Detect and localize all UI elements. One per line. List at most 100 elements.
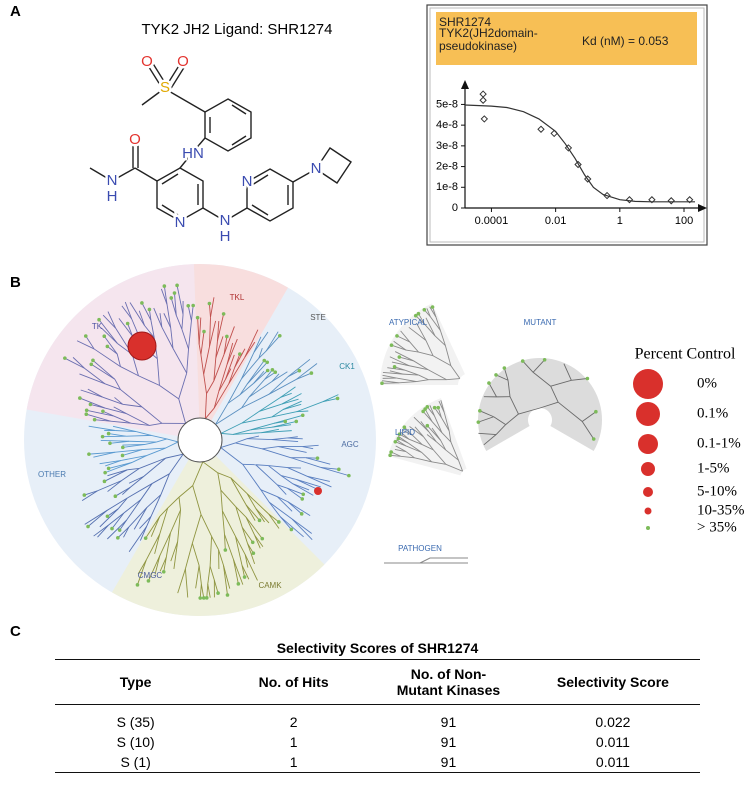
- tree-branch: [422, 411, 433, 422]
- kinase-dot: [186, 303, 191, 308]
- tree-branch: [139, 457, 166, 469]
- tree-branch: [399, 356, 414, 362]
- chart-header: SHR1274 TYK2(JH2domain-pseudokinase) Kd …: [436, 12, 697, 65]
- tree-branch: [100, 327, 118, 344]
- group-label: ATYPICAL: [389, 318, 428, 327]
- kinase-dot: [120, 453, 125, 458]
- tree-branch: [191, 514, 202, 544]
- tree-branch: [141, 302, 152, 321]
- tree-branch: [246, 493, 269, 515]
- tree-branch: [86, 409, 114, 417]
- tree-branch: [181, 328, 189, 350]
- column-header: No. of Hits: [258, 674, 329, 690]
- tree-branch: [414, 426, 424, 437]
- table: Type No. of Hits No. of Non-Mutant Kinases…: [55, 659, 700, 773]
- tree-branch: [434, 335, 446, 346]
- tree-branch: [151, 473, 170, 484]
- kinase-dot: [299, 512, 304, 516]
- tree-branch: [102, 396, 123, 405]
- tree-branch: [244, 554, 249, 568]
- tree-branch: [192, 485, 202, 515]
- tree-branch: [215, 341, 218, 358]
- kinase-dot: [225, 593, 230, 597]
- tree-branch: [245, 516, 263, 539]
- kinase-dot: [335, 396, 340, 401]
- tree-branch: [429, 405, 435, 416]
- kinase-dot: [105, 514, 110, 519]
- tree-branch: [254, 535, 264, 547]
- tree-branch: [220, 447, 244, 465]
- tree-branch: [235, 506, 243, 528]
- tree-branch: [244, 554, 258, 581]
- tree-branch: [248, 381, 273, 398]
- tree-branch: [320, 466, 339, 470]
- tree-branch: [258, 347, 263, 359]
- tree-branch: [450, 441, 459, 461]
- tree-branch: [305, 457, 331, 465]
- tree-branch: [239, 383, 254, 396]
- tree-branch: [395, 445, 407, 452]
- tree-branch: [426, 308, 431, 317]
- tree-branch: [281, 475, 297, 480]
- group-label: TK: [92, 322, 103, 331]
- kinase-dot: [106, 431, 111, 436]
- tree-branch: [209, 536, 213, 567]
- kinase-dot: [265, 360, 270, 365]
- tree-branch: [88, 451, 116, 455]
- tree-branch: [273, 414, 303, 424]
- x-tick-label: 1: [617, 215, 623, 227]
- kinase-dot: [494, 373, 498, 377]
- tree-branch: [177, 568, 186, 594]
- tree-branch: [217, 472, 231, 479]
- tree-branch: [241, 416, 273, 424]
- tree-branch: [435, 316, 441, 331]
- tree-branch: [550, 386, 559, 403]
- tree-branch: [421, 452, 432, 463]
- tree-branch: [166, 304, 172, 328]
- tree-branch: [287, 467, 308, 477]
- kinase-dot: [202, 329, 206, 334]
- tree-branch: [128, 526, 147, 553]
- tree-branch: [435, 441, 446, 451]
- tree-branch: [192, 461, 204, 486]
- tree-branch: [220, 490, 223, 511]
- atom: N: [311, 160, 322, 177]
- tree-branch: [226, 338, 238, 365]
- kinase-dot: [436, 405, 441, 410]
- tree-branch: [424, 323, 436, 337]
- column-header: Type: [119, 674, 152, 690]
- tree-branch: [170, 509, 181, 533]
- data-point: [667, 197, 675, 205]
- kinase-dot: [283, 419, 288, 424]
- tree-branch: [268, 376, 289, 395]
- bond: [202, 207, 226, 222]
- tree-branch: [418, 351, 434, 357]
- tree-branch: [103, 335, 118, 355]
- tree-branch: [246, 361, 268, 385]
- tree-branch: [391, 344, 407, 351]
- kinase-dot: [225, 334, 229, 339]
- tree-branch: [108, 512, 125, 526]
- tree-branch: [268, 465, 282, 476]
- tree-branch: [127, 483, 153, 499]
- kinase-dot: [265, 368, 270, 373]
- tree-branch: [160, 288, 168, 305]
- tree-branch: [136, 431, 152, 436]
- kinase-dot: [82, 493, 87, 497]
- tree-branch: [413, 416, 430, 432]
- tree-branch: [223, 565, 231, 589]
- y-tick-label: 3e-8: [436, 140, 458, 152]
- tree-background: [380, 303, 465, 385]
- tree-branch: [99, 508, 119, 528]
- kinase-dot: [146, 579, 151, 583]
- tree-branch: [213, 354, 225, 382]
- tree-branch: [176, 285, 184, 315]
- tree-branch: [191, 543, 200, 566]
- tree-branch: [271, 437, 288, 440]
- y-axis-arrow: [461, 80, 469, 89]
- kinase-dot: [250, 540, 255, 545]
- legend-marker: [641, 462, 655, 476]
- kinase-dot: [423, 407, 427, 411]
- kinase-dot: [102, 479, 107, 484]
